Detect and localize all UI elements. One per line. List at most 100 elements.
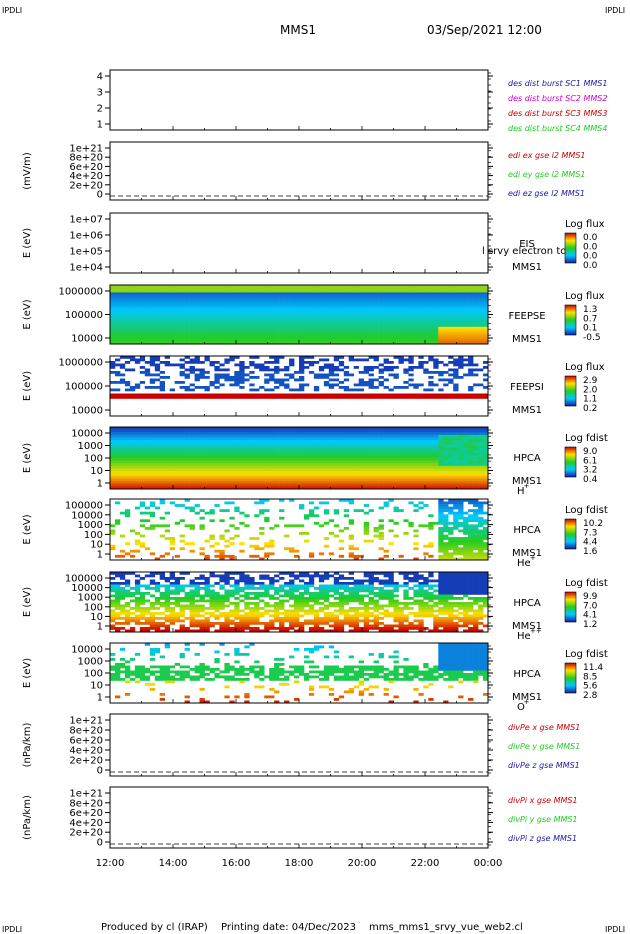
spectrogram-cell <box>353 289 359 293</box>
spectrogram-cell <box>115 358 121 362</box>
spectrogram-cell <box>398 361 404 364</box>
spectrogram-cell <box>408 321 414 325</box>
spectrogram-cell <box>453 363 459 367</box>
spectrogram-cell <box>244 524 250 528</box>
spectrogram-cell <box>199 470 205 474</box>
spectrogram-cell <box>388 319 394 323</box>
spectrogram-cell <box>209 285 215 288</box>
spectrogram-cell <box>468 287 474 291</box>
spectrogram-cell <box>333 509 340 512</box>
spectrogram-cell <box>428 356 434 359</box>
spectrogram-cell <box>204 285 210 288</box>
spectrogram-cell <box>219 321 225 325</box>
spectrogram-cell <box>348 476 354 479</box>
spectrogram-cell <box>323 458 330 461</box>
spectrogram-cell <box>383 432 389 436</box>
spectrogram-cell <box>418 506 424 510</box>
spectrogram-cell <box>363 529 369 533</box>
spectrogram-cell <box>438 539 444 543</box>
spectrogram-cell <box>353 292 359 296</box>
spectrogram-cell <box>124 442 131 446</box>
spectrogram-cell <box>428 376 434 379</box>
spectrogram-cell <box>423 302 429 305</box>
spectrogram-cell <box>229 378 235 382</box>
spectrogram-cell <box>348 396 354 399</box>
spectrogram-cell <box>308 321 315 325</box>
spectrogram-cell <box>115 463 121 467</box>
spectrogram-cell <box>259 437 265 441</box>
spectrogram-cell <box>463 544 469 548</box>
spectrogram-cell <box>413 319 419 323</box>
spectrogram-cell <box>279 476 285 479</box>
spectrogram-cell <box>259 465 265 469</box>
spectrogram-cell <box>338 356 345 359</box>
spectrogram-cell <box>239 427 245 430</box>
spectrogram-cell <box>393 386 399 389</box>
spectrogram-cell <box>204 445 210 448</box>
spectrogram-cell <box>398 481 404 485</box>
spectrogram-cell <box>413 478 419 482</box>
spectrogram-cell <box>110 329 116 333</box>
spectrogram-cell <box>428 544 434 548</box>
spectrogram-cell <box>184 434 190 438</box>
spectrogram-cell <box>358 463 364 467</box>
spectrogram-cell <box>458 437 464 441</box>
spectrogram-cell <box>224 309 230 313</box>
spectrogram-cell <box>333 356 340 359</box>
spectrogram-cell <box>468 447 474 451</box>
spectrogram-cell <box>219 534 225 538</box>
spectrogram-cell <box>348 294 354 298</box>
spectrogram-cell <box>368 468 374 472</box>
spectrogram-cell <box>313 331 320 335</box>
spectrogram-cell <box>244 336 250 340</box>
spectrogram-cell <box>229 339 235 342</box>
spectrogram-cell <box>115 297 121 301</box>
y-tick-label: 1e+04 <box>69 263 103 274</box>
spectrogram-cell <box>348 521 354 525</box>
spectrogram-cell <box>338 470 345 474</box>
spectrogram-cell <box>164 294 170 298</box>
spectrogram-cell <box>294 321 300 325</box>
spectrogram-cell <box>269 427 275 430</box>
spectrogram-cell <box>323 363 330 367</box>
spectrogram-cell <box>403 478 409 482</box>
spectrogram-cell <box>453 299 459 303</box>
spectrogram-cell <box>348 534 354 538</box>
spectrogram-cell <box>363 429 369 433</box>
spectrogram-cell <box>403 450 409 454</box>
spectrogram-cell <box>184 314 190 318</box>
spectrogram-cell <box>373 429 379 433</box>
spectrogram-cell <box>274 287 280 291</box>
spectrogram-cell <box>199 386 205 389</box>
spectrogram-cell <box>393 437 399 441</box>
spectrogram-cell <box>234 314 240 318</box>
spectrogram-cell <box>438 519 444 523</box>
spectrogram-cell <box>463 324 469 328</box>
spectrogram-cell <box>408 302 414 305</box>
spectrogram-cell <box>179 329 185 333</box>
spectrogram-cell <box>244 292 250 296</box>
spectrogram-cell <box>115 321 121 325</box>
spectrogram-cell <box>189 468 195 472</box>
spectrogram-cell <box>254 292 260 296</box>
spectrogram-cell <box>393 321 399 325</box>
spectrogram-cell <box>343 287 350 291</box>
spectrogram-cell <box>110 304 116 308</box>
spectrogram-cell <box>388 361 394 364</box>
spectrogram-cell <box>164 361 170 364</box>
spectrogram-cell <box>124 447 131 451</box>
spectrogram-cell <box>194 287 200 291</box>
spectrogram-cell <box>323 304 330 308</box>
spectrogram-cell <box>323 321 330 325</box>
spectrogram-cell <box>274 458 280 461</box>
spectrogram-cell <box>308 334 315 337</box>
spectrogram-cell <box>149 356 156 359</box>
spectrogram-cell <box>478 292 484 296</box>
spectrogram-cell <box>209 331 215 335</box>
spectrogram-cell <box>269 539 275 543</box>
spectrogram-cell <box>413 339 419 342</box>
spectrogram-cell <box>129 393 136 397</box>
spectrogram-cell <box>269 432 275 436</box>
spectrogram-cell <box>144 463 151 467</box>
spectrogram-cell <box>129 339 136 342</box>
